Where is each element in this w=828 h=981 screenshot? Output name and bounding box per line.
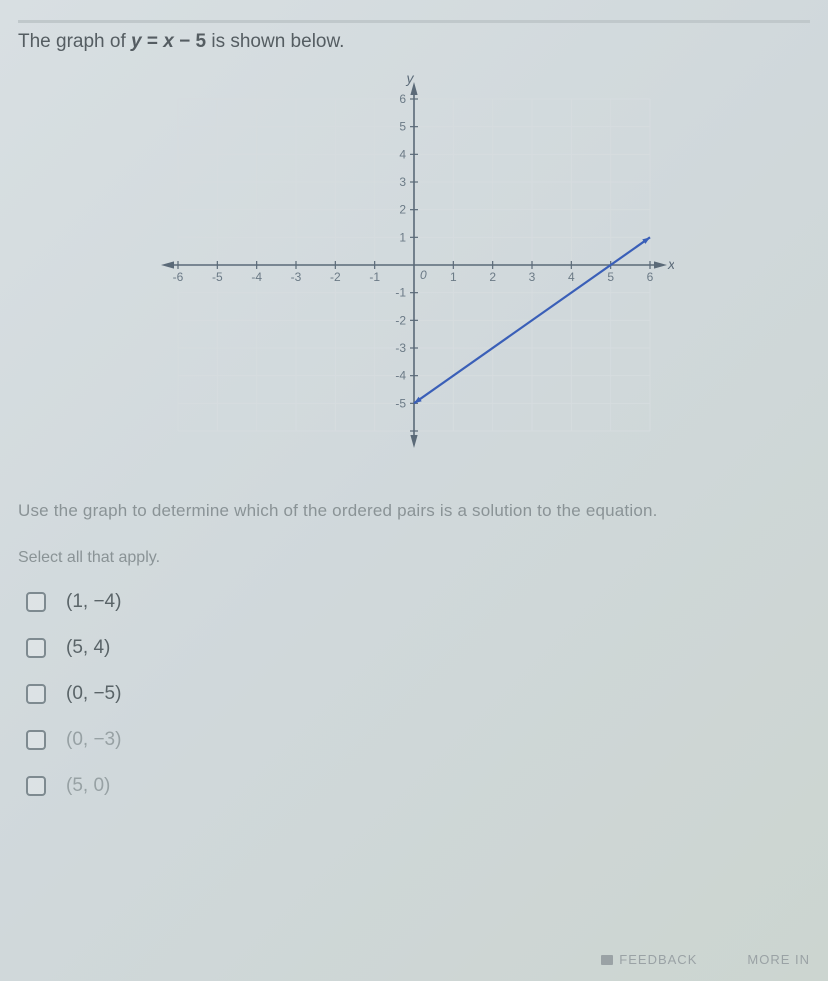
option-checkbox[interactable] [26,684,46,704]
graph-container: -6 -5 -4 -3 -2 -1 1 2 3 4 5 6 -5 -4 -3 -2 -1 1 2 3 4 5 6 0 x y [18,67,810,483]
option-label: (5, 4) [66,637,110,659]
svg-text:3: 3 [399,175,406,189]
option-label: (0, −3) [66,729,121,751]
svg-text:4: 4 [399,147,406,161]
svg-text:-4: -4 [251,270,262,284]
svg-text:-6: -6 [173,270,184,284]
option-checkbox[interactable] [26,638,46,658]
eq-rhs-var: x [163,31,174,52]
svg-text:3: 3 [529,270,536,284]
option-checkbox[interactable] [26,592,46,612]
prompt-prefix: The graph of [18,31,131,52]
option-label: (1, −4) [66,591,121,613]
footer: FEEDBACK MORE IN [601,952,810,967]
option-checkbox[interactable] [26,776,46,796]
svg-text:1: 1 [399,230,406,244]
svg-text:4: 4 [568,270,575,284]
eq-rhs-tail: − 5 [174,31,206,52]
eq-sign: = [142,31,164,52]
svg-text:5: 5 [607,270,614,284]
svg-text:-2: -2 [330,270,341,284]
feedback-button[interactable]: FEEDBACK [601,952,697,967]
svg-text:5: 5 [399,120,406,134]
option-label: (5, 0) [66,775,110,797]
option-row: (0, −5) [26,683,810,705]
option-row: (5, 4) [26,637,810,659]
more-label: MORE IN [747,952,810,967]
svg-text:x: x [667,256,674,272]
svg-text:-5: -5 [395,396,406,410]
svg-text:-4: -4 [395,369,406,383]
option-row: (1, −4) [26,591,810,613]
svg-text:2: 2 [399,203,406,217]
svg-text:-5: -5 [212,270,223,284]
options-list: (1, −4) (5, 4) (0, −5) (0, −3) (5, 0) [26,591,810,797]
svg-text:6: 6 [399,92,406,106]
select-all-text: Select all that apply. [18,549,810,567]
question-prompt: The graph of y = x − 5 is shown below. [18,31,810,53]
option-row: (0, −3) [26,729,810,751]
svg-text:-3: -3 [395,341,406,355]
option-row: (5, 0) [26,775,810,797]
line-graph: -6 -5 -4 -3 -2 -1 1 2 3 4 5 6 -5 -4 -3 -2 -1 1 2 3 4 5 6 0 x y [154,75,674,455]
svg-text:6: 6 [647,270,654,284]
svg-text:-1: -1 [395,286,406,300]
svg-text:1: 1 [450,270,457,284]
feedback-label: FEEDBACK [619,952,697,967]
option-checkbox[interactable] [26,730,46,750]
svg-text:-1: -1 [369,270,380,284]
svg-text:-2: -2 [395,313,406,327]
svg-text:2: 2 [489,270,496,284]
feedback-icon [601,955,613,965]
instruction-text: Use the graph to determine which of the … [18,501,810,521]
prompt-suffix: is shown below. [206,31,344,52]
svg-text:-3: -3 [291,270,302,284]
eq-lhs: y [131,31,142,52]
option-label: (0, −5) [66,683,121,705]
svg-text:0: 0 [420,268,427,282]
more-link[interactable]: MORE IN [747,952,810,967]
svg-text:y: y [406,75,415,86]
